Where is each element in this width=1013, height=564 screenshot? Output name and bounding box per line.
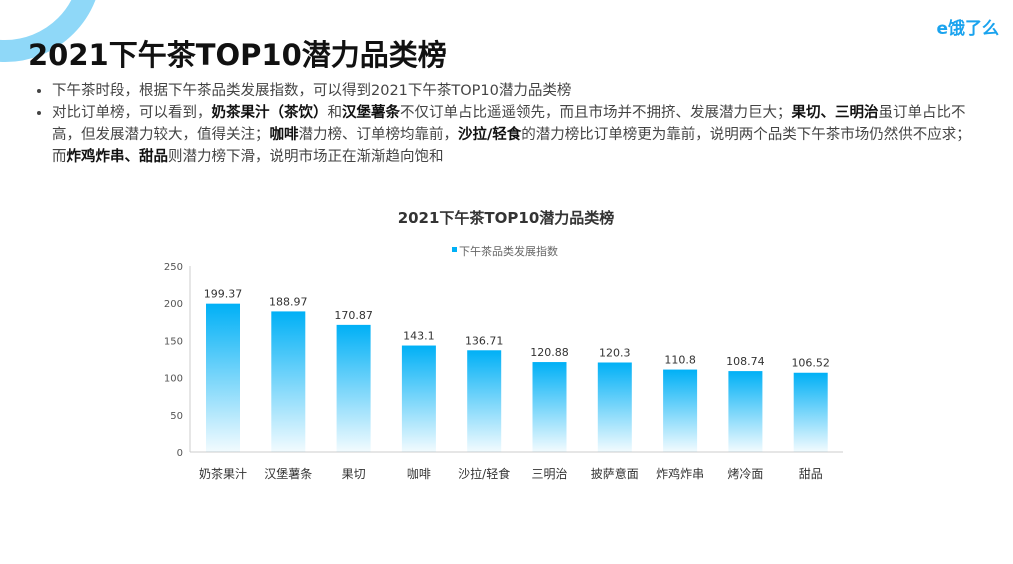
x-tick-label: 咖啡 — [407, 466, 431, 481]
bullet-item: 对比订单榜，可以看到，奶茶果汁（茶饮）和汉堡薯条不仅订单占比遥遥领先，而且市场并… — [52, 102, 978, 168]
bold-text: 奶茶果汁（茶饮） — [211, 105, 328, 121]
bar — [793, 372, 828, 452]
y-tick-label: 200 — [164, 299, 183, 310]
text: 和 — [327, 105, 343, 121]
data-label: 199.37 — [204, 288, 243, 301]
bar — [401, 345, 436, 452]
bar — [663, 369, 698, 452]
bullet-list: 下午茶时段，根据下午茶品类发展指数，可以得到2021下午茶TOP10潜力品类榜对… — [28, 80, 978, 168]
data-label: 120.88 — [530, 346, 569, 359]
eleme-logo: e饿了么 — [936, 19, 999, 39]
y-tick-label: 150 — [164, 336, 183, 347]
bar — [597, 362, 632, 452]
bold-text: 炸鸡炸串、甜品 — [66, 149, 169, 165]
data-label: 110.8 — [664, 354, 696, 367]
bar — [271, 311, 306, 452]
bold-text: 沙拉/轻食 — [458, 127, 522, 143]
text: 不仅订单占比遥遥领先，而且市场并不拥挤、发展潜力巨大； — [400, 105, 792, 121]
x-tick-label: 沙拉/轻食 — [458, 466, 510, 481]
text: 虽订单占比不高，但发展潜力较大，值得关注； — [52, 105, 966, 143]
decorative-ring — [0, 0, 96, 62]
y-tick-label: 250 — [164, 262, 183, 273]
text: 的潜力榜比订单榜更为靠前，说明两个品类下午茶市场仍然供不应求；而 — [52, 127, 971, 165]
data-label: 170.87 — [334, 309, 373, 322]
x-tick-label: 炸鸡炸串 — [656, 466, 704, 481]
bold-text: 果切、三明治 — [791, 105, 879, 121]
bold-text: 汉堡薯条 — [342, 105, 400, 121]
text: 下午茶时段，根据下午茶品类发展指数，可以得到2021下午茶TOP10潜力品类榜 — [52, 83, 572, 99]
x-tick-label: 三明治 — [531, 467, 567, 481]
data-label: 106.52 — [791, 357, 830, 370]
x-tick-label: 披萨意面 — [591, 466, 639, 481]
x-tick-label: 果切 — [342, 467, 366, 481]
data-label: 120.3 — [599, 346, 631, 359]
x-tick-label: 汉堡薯条 — [264, 466, 312, 481]
bullet-item: 下午茶时段，根据下午茶品类发展指数，可以得到2021下午茶TOP10潜力品类榜 — [52, 80, 978, 102]
bar — [336, 324, 371, 452]
text: 对比订单榜，可以看到， — [52, 105, 212, 121]
legend-label: 下午茶品类发展指数 — [459, 244, 558, 258]
legend-swatch — [452, 247, 457, 252]
y-tick-label: 100 — [164, 374, 183, 385]
bold-text: 咖啡 — [269, 127, 299, 143]
data-label: 143.1 — [403, 330, 435, 343]
x-tick-label: 烤冷面 — [727, 466, 763, 481]
x-tick-label: 奶茶果汁 — [199, 466, 247, 481]
data-label: 108.74 — [726, 355, 765, 368]
bar — [728, 371, 763, 452]
text: 潜力榜、订单榜均靠前， — [298, 127, 459, 143]
bar — [206, 303, 240, 452]
y-tick-label: 50 — [170, 411, 183, 422]
page-title: 2021下午茶TOP10潜力品类榜 — [28, 38, 447, 72]
bar — [467, 350, 502, 452]
y-tick-label: 0 — [177, 448, 183, 459]
data-label: 136.71 — [465, 334, 504, 347]
bar — [532, 362, 567, 452]
text: 则潜力榜下滑，说明市场正在渐渐趋向饱和 — [168, 149, 444, 165]
data-label: 188.97 — [269, 295, 308, 308]
x-tick-label: 甜品 — [799, 467, 823, 481]
chart-title: 2021下午茶TOP10潜力品类榜 — [398, 209, 615, 227]
